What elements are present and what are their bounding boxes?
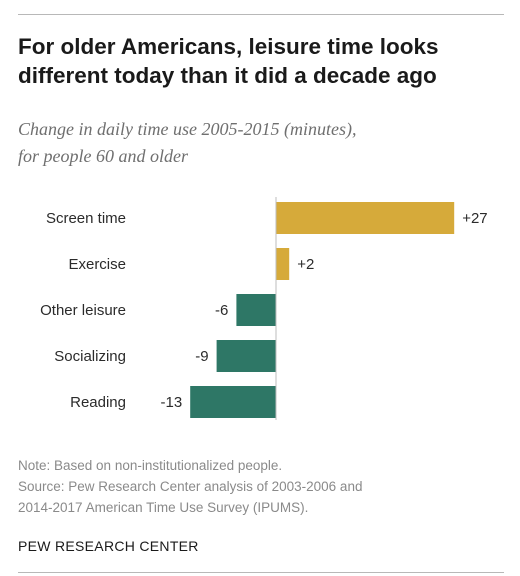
bar — [236, 294, 276, 326]
bar — [276, 248, 290, 280]
value-label: +27 — [462, 210, 487, 227]
category-label: Exercise — [68, 256, 126, 273]
value-label: -6 — [215, 302, 228, 319]
category-label: Other leisure — [40, 302, 126, 319]
category-label: Reading — [70, 394, 126, 411]
value-label: -9 — [195, 348, 208, 365]
bar — [276, 202, 455, 234]
value-label: -13 — [161, 394, 183, 411]
subtitle-line-2: for people 60 and older — [18, 146, 188, 166]
chart-subtitle: Change in daily time use 2005-2015 (minu… — [18, 116, 508, 170]
brand-label: PEW RESEARCH CENTER — [18, 538, 199, 554]
chart-notes: Note: Based on non-institutionalized peo… — [18, 455, 508, 518]
bar — [190, 386, 276, 418]
category-label: Socializing — [54, 348, 126, 365]
bottom-rule — [18, 572, 504, 573]
top-rule — [18, 14, 504, 15]
source-line-2: 2014-2017 American Time Use Survey (IPUM… — [18, 500, 309, 515]
value-label: +2 — [297, 256, 314, 273]
bar-chart: Screen time +27 Exercise +2 Other leisure -6 S… — [40, 197, 488, 420]
category-label: Screen time — [46, 210, 126, 227]
note-line: Note: Based on non-institutionalized peo… — [18, 458, 283, 473]
bar — [216, 340, 276, 372]
chart-title: For older Americans, leisure time looks … — [18, 34, 439, 88]
source-line-1: Source: Pew Research Center analysis of … — [18, 479, 363, 494]
subtitle-line-1: Change in daily time use 2005-2015 (minu… — [18, 119, 357, 139]
